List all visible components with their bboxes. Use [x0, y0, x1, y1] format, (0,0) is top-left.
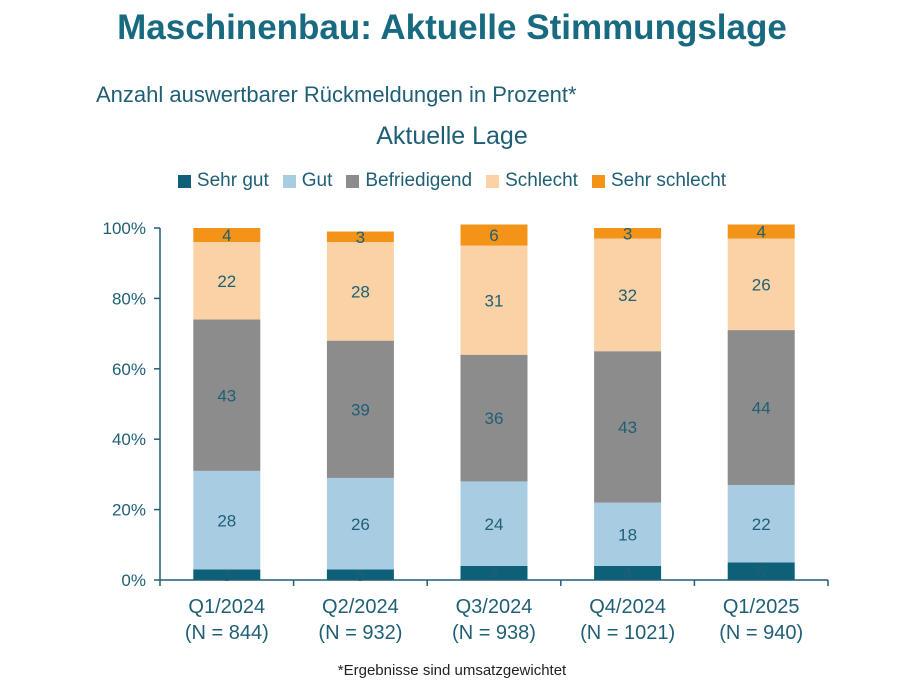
- bar-segment: [326, 340, 394, 478]
- footnote: *Ergebnisse sind umsatzgewichtet: [337, 662, 567, 679]
- x-tick-sublabel: (N = 938): [452, 622, 536, 644]
- y-tick-label: 60%: [112, 360, 146, 379]
- data-label: 4: [756, 223, 765, 242]
- bar-segment: [326, 477, 394, 570]
- data-label: 4: [222, 226, 231, 245]
- chart-legend: Sehr gut Gut Befriedigend Schlecht Sehr …: [0, 170, 904, 192]
- bar-segment: [193, 242, 261, 320]
- data-label: 28: [351, 282, 370, 301]
- data-label: 4: [623, 564, 632, 583]
- bar-segment: [727, 562, 795, 580]
- legend-swatch: [591, 174, 605, 188]
- bar-segment: [727, 330, 795, 485]
- legend-swatch: [486, 174, 500, 188]
- data-label: 43: [618, 418, 637, 437]
- x-tick-sublabel: (N = 940): [719, 622, 803, 644]
- data-label: 36: [485, 409, 504, 428]
- bar-segment: [594, 228, 662, 239]
- x-tick-label: Q1/2024: [188, 596, 265, 618]
- bar-segment: [326, 242, 394, 341]
- legend-item-befriedigend: Befriedigend: [346, 170, 472, 192]
- data-label: 3: [356, 566, 365, 585]
- legend-item-sehr-gut: Sehr gut: [177, 170, 269, 192]
- x-tick-sublabel: (N = 932): [318, 622, 402, 644]
- data-label: 3: [222, 566, 231, 585]
- bar-segment: [193, 569, 261, 580]
- bar-segment: [594, 351, 662, 503]
- data-label: 26: [752, 275, 771, 294]
- y-tick-label: 20%: [112, 501, 146, 520]
- x-tick-sublabel: (N = 844): [185, 622, 269, 644]
- legend-label: Befriedigend: [365, 170, 473, 191]
- data-label: 6: [489, 226, 498, 245]
- bar-segment: [193, 228, 261, 243]
- y-tick-label: 0%: [121, 571, 146, 590]
- bar-segment: [326, 569, 394, 580]
- chart-subtitle: Anzahl auswertbarer Rückmeldungen in Pro…: [96, 82, 577, 107]
- legend-item-schlecht: Schlecht: [486, 170, 578, 192]
- data-label: 43: [217, 386, 236, 405]
- chart-title: Aktuelle Lage: [376, 122, 528, 150]
- x-tick-label: Q1/2025: [723, 596, 800, 618]
- bar-segment: [460, 245, 528, 355]
- data-label: 26: [351, 515, 370, 534]
- data-label: 32: [618, 286, 637, 305]
- data-label: 31: [485, 291, 504, 310]
- y-tick-label: 80%: [112, 289, 146, 308]
- data-label: 22: [217, 272, 236, 291]
- y-tick-label: 40%: [112, 430, 146, 449]
- data-label: 24: [485, 515, 504, 534]
- bar-segment: [594, 502, 662, 566]
- x-tick-label: Q3/2024: [456, 596, 533, 618]
- legend-swatch: [177, 174, 191, 188]
- legend-label: Sehr schlecht: [610, 170, 727, 191]
- bar-segment: [727, 484, 795, 563]
- legend-swatch: [282, 174, 296, 188]
- bar-segment: [460, 224, 528, 246]
- bar-segment: [326, 231, 394, 243]
- data-label: 44: [752, 399, 771, 418]
- x-tick-sublabel: (N = 1021): [580, 622, 675, 644]
- bar-segment: [460, 565, 528, 580]
- x-tick-label: Q4/2024: [589, 596, 666, 618]
- bar-segment: [594, 238, 662, 352]
- legend-item-gut: Gut: [282, 170, 333, 192]
- data-label: 22: [752, 515, 771, 534]
- y-tick-label: 100%: [103, 219, 146, 238]
- bar-segment: [193, 470, 261, 570]
- page-title: Maschinenbau: Aktuelle Stimmungslage: [117, 8, 787, 47]
- legend-label: Gut: [301, 170, 333, 191]
- legend-swatch: [346, 174, 360, 188]
- data-label: 3: [623, 224, 632, 243]
- legend-item-sehr-schlecht: Sehr schlecht: [591, 170, 727, 192]
- data-label: 3: [356, 228, 365, 247]
- bar-segment: [460, 481, 528, 566]
- bar-segment: [727, 224, 795, 239]
- x-tick-label: Q2/2024: [322, 596, 399, 618]
- data-label: 4: [489, 564, 498, 583]
- bar-segment: [594, 565, 662, 580]
- bar-segment: [460, 354, 528, 482]
- data-label: 5: [756, 562, 765, 581]
- legend-label: Sehr gut: [196, 170, 269, 191]
- legend-label: Schlecht: [505, 170, 578, 191]
- data-label: 39: [351, 400, 370, 419]
- bar-segment: [193, 319, 261, 471]
- data-label: 18: [618, 525, 637, 544]
- data-label: 28: [217, 511, 236, 530]
- bar-segment: [727, 238, 795, 331]
